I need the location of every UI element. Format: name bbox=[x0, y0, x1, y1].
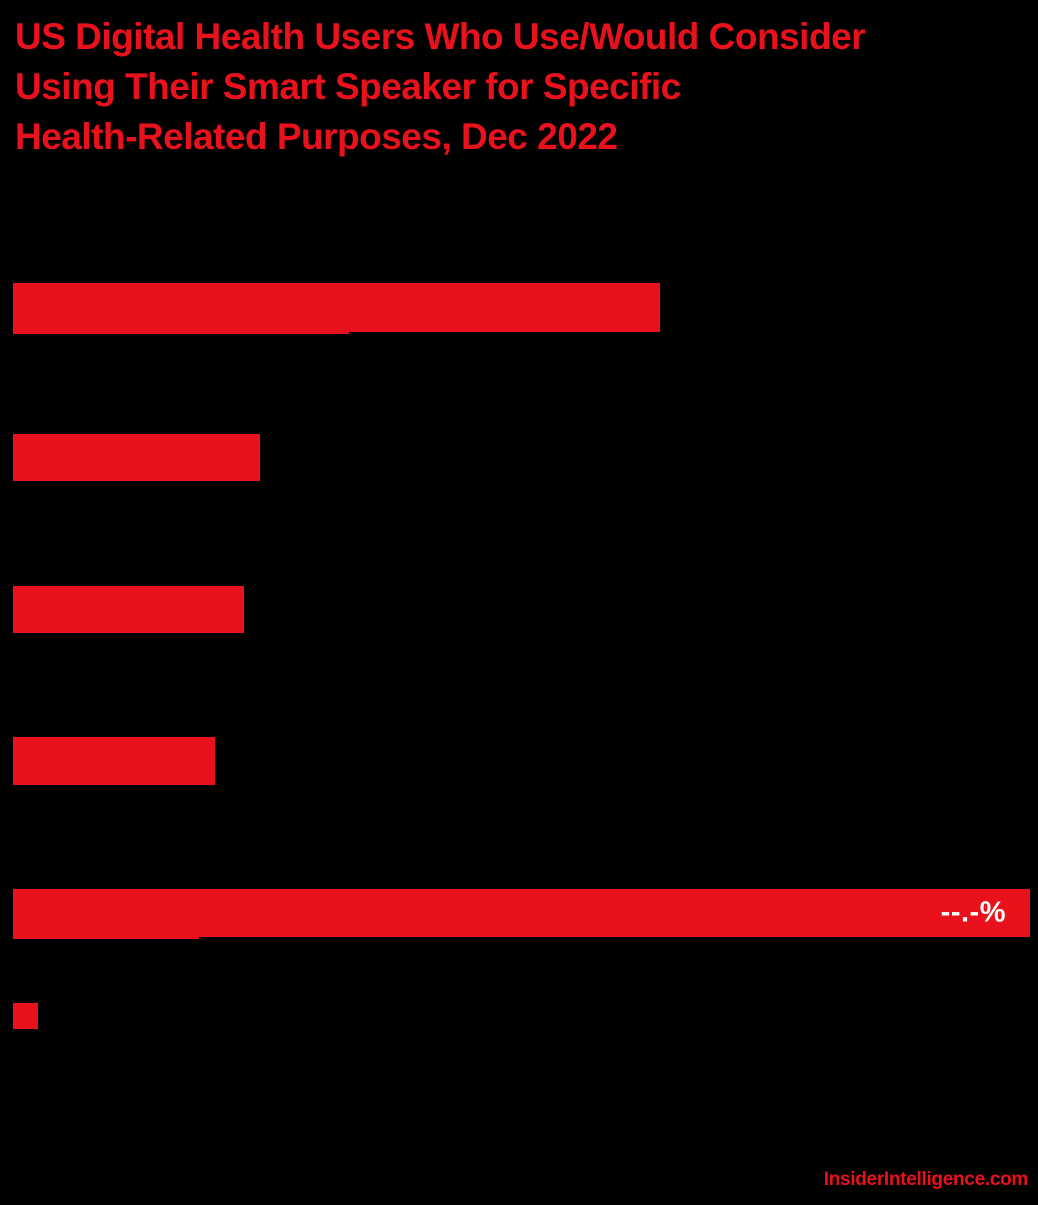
bar-underlay bbox=[13, 331, 349, 334]
brand-logo: InsiderIntelligence.com bbox=[823, 1169, 1029, 1190]
bar-underlay bbox=[13, 936, 199, 939]
bar: --.-% bbox=[13, 889, 1030, 939]
legend-swatch bbox=[13, 1003, 38, 1029]
chart-title-line-2: Using Their Smart Speaker for Specific bbox=[15, 66, 681, 107]
bar-value-label: --.-% bbox=[940, 896, 1006, 929]
bar bbox=[13, 737, 215, 785]
chart-title-line-3: Health-Related Purposes, Dec 2022 bbox=[15, 116, 618, 157]
bar bbox=[13, 586, 244, 633]
chart-title-line-1: US Digital Health Users Who Use/Would Co… bbox=[15, 16, 866, 57]
chart-title: US Digital Health Users Who Use/Would Co… bbox=[15, 12, 866, 162]
bar bbox=[13, 283, 660, 334]
bar bbox=[13, 434, 260, 481]
